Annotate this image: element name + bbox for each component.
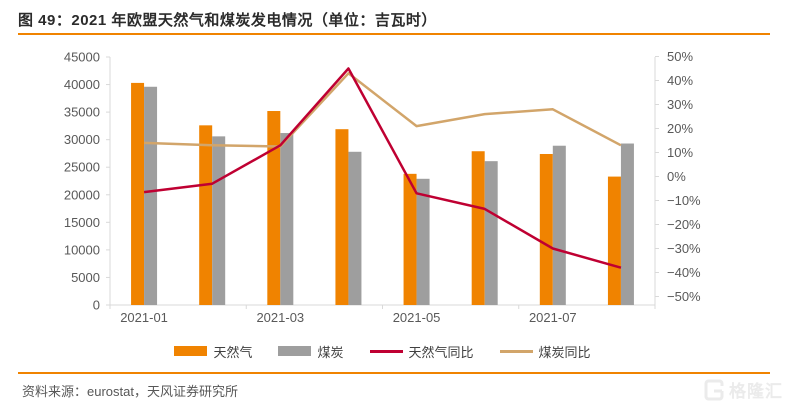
- coal-bar: [416, 178, 430, 305]
- x-axis-label: 2021-07: [529, 310, 577, 325]
- coal-bar: [280, 133, 294, 305]
- watermark-brand-text: 格隆汇: [729, 382, 783, 401]
- chart-legend: 天然气 煤炭 天然气同比 煤炭同比: [110, 341, 655, 361]
- gas-bar: [403, 173, 417, 305]
- legend-label: 天然气: [213, 344, 253, 360]
- title-divider: [18, 33, 770, 35]
- left-axis-tick-label: 20000: [64, 187, 100, 202]
- left-axis-tick-label: 45000: [64, 50, 100, 65]
- coal-bar: [552, 145, 566, 305]
- legend-label: 天然气同比: [408, 344, 474, 360]
- gas-yoy-line-swatch: [369, 349, 403, 353]
- left-axis-tick-label: 30000: [64, 132, 100, 147]
- gas-bar: [539, 153, 553, 305]
- footer-divider: [18, 372, 770, 374]
- coal-bar: [620, 143, 634, 305]
- gas-bar: [335, 129, 349, 305]
- coal-yoy-line-swatch: [499, 349, 533, 353]
- gas-bar: [199, 125, 213, 306]
- left-axis-tick-label: 25000: [64, 160, 100, 175]
- gas-bar-swatch: [174, 346, 208, 356]
- right-axis-tick-label: 10%: [667, 145, 693, 160]
- right-axis-tick-label: −30%: [667, 241, 701, 256]
- legend-item-gas[interactable]: 天然气: [174, 342, 252, 361]
- right-axis-tick-label: −40%: [667, 265, 701, 280]
- coal-bar-swatch: [278, 346, 312, 356]
- figure-title: 图 49：2021 年欧盟天然气和煤炭发电情况（单位：吉瓦时）: [18, 12, 437, 29]
- left-axis-tick-label: 15000: [64, 215, 100, 230]
- right-axis-tick-label: 30%: [667, 97, 693, 112]
- coal-yoy-line: [144, 72, 622, 148]
- gas-bar: [267, 111, 281, 306]
- right-axis-tick-label: 20%: [667, 121, 693, 136]
- x-axis-label: 2021-01: [120, 310, 168, 325]
- legend-label: 煤炭同比: [538, 344, 591, 360]
- legend-item-coal[interactable]: 煤炭: [278, 342, 344, 361]
- coal-bar: [212, 136, 226, 305]
- gas-bar: [607, 176, 621, 305]
- left-axis-tick-label: 0: [93, 298, 100, 313]
- right-axis-tick-label: 0%: [667, 169, 686, 184]
- gas-bar: [131, 82, 145, 305]
- coal-bar: [348, 151, 362, 305]
- left-axis-tick-label: 10000: [64, 242, 100, 257]
- left-axis-tick-label: 40000: [64, 77, 100, 92]
- legend-item-gas-yoy[interactable]: 天然气同比: [369, 342, 474, 361]
- gas-bar: [471, 151, 485, 305]
- right-axis-tick-label: 40%: [667, 73, 693, 88]
- coal-bar: [144, 86, 158, 305]
- source-note: 资料来源：eurostat，天风证券研究所: [22, 384, 238, 399]
- gas-yoy-line: [143, 67, 622, 269]
- legend-item-coal-yoy[interactable]: 煤炭同比: [499, 342, 591, 361]
- right-axis-tick-label: −10%: [667, 193, 701, 208]
- right-axis-tick-label: 50%: [667, 49, 693, 64]
- legend-label: 煤炭: [317, 344, 344, 360]
- gelonghui-logo-icon: [704, 379, 724, 400]
- left-axis-tick-label: 35000: [64, 105, 100, 120]
- right-axis-tick-label: −20%: [667, 217, 701, 232]
- brand-watermark: 格隆汇: [703, 377, 783, 402]
- left-axis-tick-label: 5000: [71, 270, 100, 285]
- coal-bar: [484, 161, 498, 305]
- right-axis-tick-label: −50%: [667, 289, 701, 304]
- x-axis-label: 2021-05: [393, 310, 441, 325]
- x-axis-label: 2021-03: [256, 310, 304, 325]
- chart-area: 0 5000 10000 15000 20000 25000 30000 35000 40000…: [0, 36, 793, 336]
- chart-canvas: 0 5000 10000 15000 20000 25000 30000 35000 40000…: [64, 49, 701, 325]
